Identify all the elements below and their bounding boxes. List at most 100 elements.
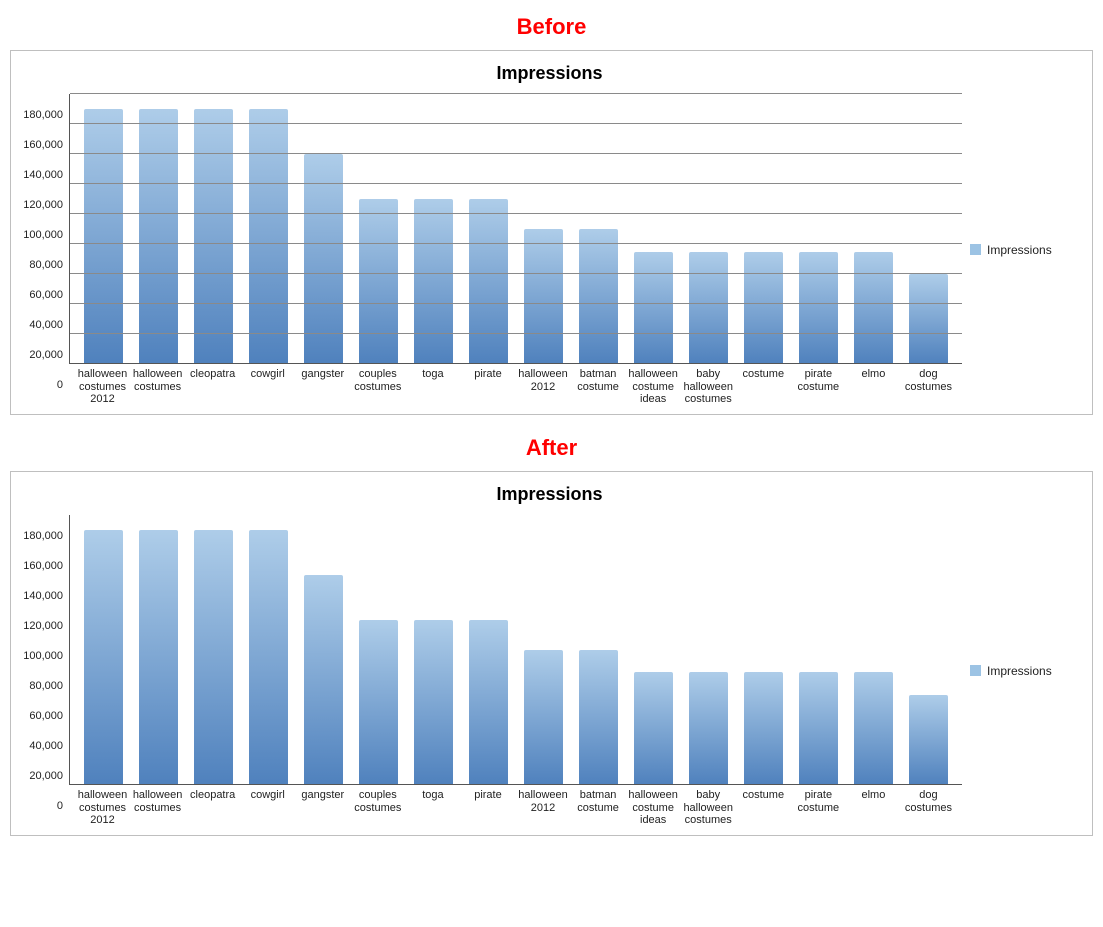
bar xyxy=(579,229,619,364)
x-tick-label: cleopatra xyxy=(185,368,240,406)
bar xyxy=(524,650,564,785)
bar-slot xyxy=(461,515,516,785)
bar-slot xyxy=(846,515,901,785)
bar-slot xyxy=(736,94,791,364)
bar xyxy=(359,199,399,364)
chart-before-yaxis: 020,00040,00060,00080,000100,000120,0001… xyxy=(17,115,69,385)
bar-slot xyxy=(846,94,901,364)
x-tick-label: halloween costumes xyxy=(130,368,185,406)
x-tick-label: halloween costume ideas xyxy=(626,368,681,406)
y-tick-label: 40,000 xyxy=(29,740,63,752)
gridline xyxy=(70,243,962,244)
x-tick-label: costume xyxy=(736,789,791,827)
x-tick-label: elmo xyxy=(846,789,901,827)
after-label: After xyxy=(0,435,1103,461)
y-tick-label: 120,000 xyxy=(23,199,63,211)
y-tick-label: 180,000 xyxy=(23,109,63,121)
chart-before: Impressions 020,00040,00060,00080,000100… xyxy=(10,50,1093,415)
bar-slot xyxy=(461,94,516,364)
x-tick-label: cowgirl xyxy=(240,789,295,827)
gridline xyxy=(70,213,962,214)
y-tick-label: 80,000 xyxy=(29,259,63,271)
y-tick-label: 160,000 xyxy=(23,139,63,151)
page: Before Impressions 020,00040,00060,00080… xyxy=(0,0,1103,886)
gridline xyxy=(70,333,962,334)
chart-after-row: 020,00040,00060,00080,000100,000120,0001… xyxy=(17,515,1082,827)
x-tick-label: halloween costumes xyxy=(130,789,185,827)
gridline xyxy=(70,183,962,184)
bar-slot xyxy=(406,94,461,364)
bar xyxy=(909,274,949,364)
bar-slot xyxy=(571,515,626,785)
x-tick-label: halloween 2012 xyxy=(516,368,571,406)
bar xyxy=(689,672,729,785)
x-tick-label: costume xyxy=(736,368,791,406)
x-tick-label: halloween costumes 2012 xyxy=(75,789,130,827)
bar xyxy=(249,530,289,785)
gridline xyxy=(70,153,962,154)
gridline xyxy=(70,93,962,94)
x-tick-label: toga xyxy=(405,368,460,406)
y-tick-label: 160,000 xyxy=(23,560,63,572)
x-tick-label: baby halloween costumes xyxy=(681,789,736,827)
y-tick-label: 80,000 xyxy=(29,680,63,692)
bar xyxy=(854,252,894,365)
bar-slot xyxy=(186,515,241,785)
x-tick-label: pirate xyxy=(460,368,515,406)
bar-slot xyxy=(131,515,186,785)
gridline xyxy=(70,273,962,274)
x-tick-label: halloween costumes 2012 xyxy=(75,368,130,406)
bar xyxy=(744,672,784,785)
chart-after-xlabels: halloween costumes 2012halloween costume… xyxy=(69,785,962,827)
bar xyxy=(194,109,234,364)
chart-after-yaxis: 020,00040,00060,00080,000100,000120,0001… xyxy=(17,536,69,806)
y-tick-label: 180,000 xyxy=(23,530,63,542)
chart-before-title: Impressions xyxy=(17,63,1082,84)
bar xyxy=(194,530,234,785)
x-tick-label: cleopatra xyxy=(185,789,240,827)
bar-slot xyxy=(516,94,571,364)
chart-before-plotwrap: halloween costumes 2012halloween costume… xyxy=(69,94,962,406)
y-tick-label: 60,000 xyxy=(29,289,63,301)
x-tick-label: couples costumes xyxy=(350,368,405,406)
chart-after-plotwrap: halloween costumes 2012halloween costume… xyxy=(69,515,962,827)
bar-slot xyxy=(681,94,736,364)
legend-swatch-icon xyxy=(970,665,981,676)
bar-slot xyxy=(351,515,406,785)
x-tick-label: pirate costume xyxy=(791,368,846,406)
bar-slot xyxy=(626,515,681,785)
x-tick-label: halloween 2012 xyxy=(516,789,571,827)
x-tick-label: gangster xyxy=(295,368,350,406)
gridline xyxy=(70,123,962,124)
bar-slot xyxy=(736,515,791,785)
bar xyxy=(84,109,124,364)
x-tick-label: toga xyxy=(405,789,460,827)
bar xyxy=(689,252,729,365)
chart-before-xlabels: halloween costumes 2012halloween costume… xyxy=(69,364,962,406)
bar-slot xyxy=(901,94,956,364)
y-tick-label: 60,000 xyxy=(29,710,63,722)
x-tick-label: baby halloween costumes xyxy=(681,368,736,406)
chart-after-bars xyxy=(70,515,962,785)
bar xyxy=(469,620,509,785)
bar-slot xyxy=(296,94,351,364)
y-tick-label: 20,000 xyxy=(29,349,63,361)
bar-slot xyxy=(791,94,846,364)
x-tick-label: dog costumes xyxy=(901,368,956,406)
chart-before-row: 020,00040,00060,00080,000100,000120,0001… xyxy=(17,94,1082,406)
bar xyxy=(799,252,839,365)
chart-after: Impressions 020,00040,00060,00080,000100… xyxy=(10,471,1093,836)
bar-slot xyxy=(406,515,461,785)
bar xyxy=(799,672,839,785)
bar-slot xyxy=(241,94,296,364)
chart-before-legend-label: Impressions xyxy=(987,243,1052,257)
bar-slot xyxy=(76,94,131,364)
bar xyxy=(744,252,784,365)
bar-slot xyxy=(516,515,571,785)
bar xyxy=(524,229,564,364)
bar xyxy=(634,252,674,365)
chart-before-plotarea xyxy=(69,94,962,364)
y-tick-label: 120,000 xyxy=(23,620,63,632)
y-tick-label: 20,000 xyxy=(29,770,63,782)
bar-slot xyxy=(791,515,846,785)
